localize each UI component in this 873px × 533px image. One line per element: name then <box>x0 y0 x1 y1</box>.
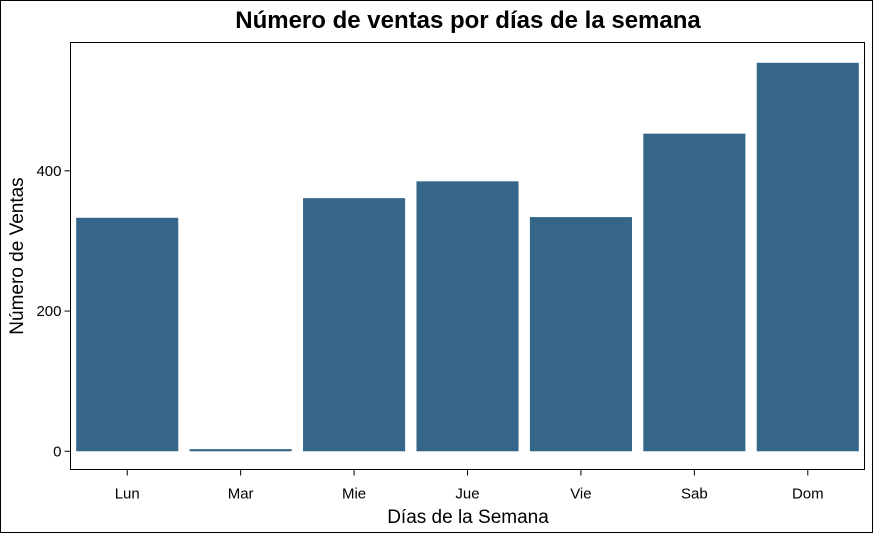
x-tick-label: Mie <box>342 486 366 503</box>
bars-group <box>76 62 859 452</box>
x-tick-label: Dom <box>792 486 824 503</box>
y-axis-title: Número de Ventas <box>7 177 28 334</box>
x-axis: Lun Mar Mie Jue Vie Sab Dom <box>115 469 824 503</box>
bar-sab <box>643 133 746 452</box>
x-tick-label: Jue <box>455 486 479 503</box>
x-tick-label: Lun <box>115 486 140 503</box>
x-tick-label: Mar <box>228 486 254 503</box>
x-axis-title: Días de la Semana <box>387 507 549 528</box>
x-tick-label: Vie <box>570 486 591 503</box>
y-tick-label: 200 <box>36 303 61 320</box>
bar-mar <box>189 449 292 452</box>
chart-title: Número de ventas por días de la semana <box>235 7 701 34</box>
bar-mie <box>303 198 406 452</box>
bar-vie <box>529 217 632 452</box>
y-tick-label: 0 <box>53 443 61 460</box>
y-axis: 0 200 400 <box>36 163 71 460</box>
bar-dom <box>756 62 859 452</box>
bar-lun <box>76 217 179 452</box>
y-tick-label: 400 <box>36 163 61 180</box>
bar-jue <box>416 181 519 452</box>
x-tick-label: Sab <box>681 486 708 503</box>
